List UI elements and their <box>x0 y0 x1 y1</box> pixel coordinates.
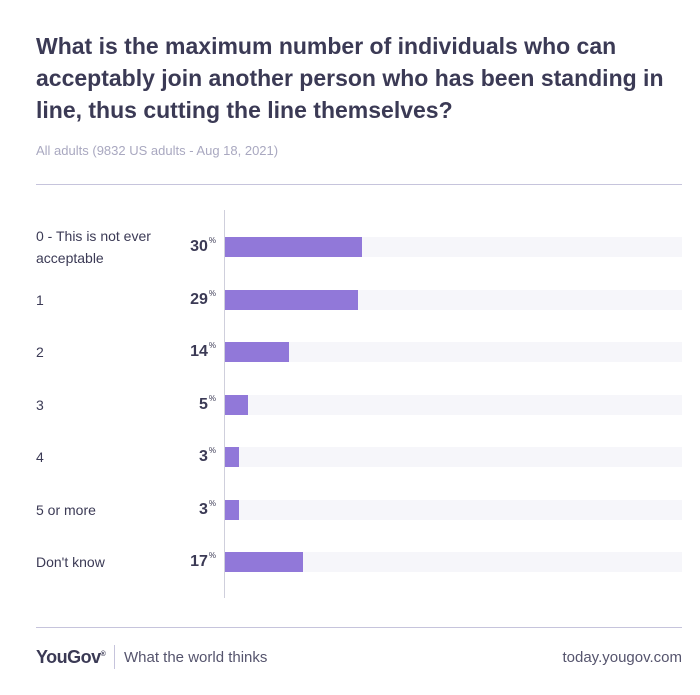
value-unit: % <box>208 393 216 403</box>
footer-separator <box>114 645 115 669</box>
value-number: 5 <box>198 395 208 413</box>
value-unit: % <box>208 446 216 455</box>
bar <box>225 237 363 257</box>
footer-url-link[interactable]: today.yougov.com <box>562 649 682 666</box>
bar-track <box>225 394 682 415</box>
bar-track <box>225 552 682 572</box>
category-label: 4 <box>36 449 44 465</box>
value-number: 30 <box>190 238 208 255</box>
bar <box>225 289 358 310</box>
category-label: 5 or more <box>36 501 96 518</box>
value-unit: % <box>208 288 216 298</box>
bar-track <box>225 499 682 520</box>
brand-mark: ® <box>100 651 106 658</box>
value-unit: % <box>208 341 216 350</box>
bar <box>225 342 289 362</box>
value-label: 5% <box>198 393 216 414</box>
chart-row: 5 or more 3% <box>0 490 700 530</box>
value-unit: % <box>208 498 216 508</box>
value-number: 17 <box>190 553 208 570</box>
chart-row: 4 3% <box>0 437 700 477</box>
bar-track <box>225 289 682 310</box>
bar-track <box>225 447 682 467</box>
bar <box>225 552 303 572</box>
value-unit: % <box>208 236 216 245</box>
value-unit: % <box>208 551 216 560</box>
top-divider <box>36 184 682 185</box>
value-number: 3 <box>198 500 208 518</box>
value-label: 30% <box>190 236 216 256</box>
chart-row: 2 14% <box>0 332 700 372</box>
bar <box>225 499 239 520</box>
bar <box>225 447 239 467</box>
chart-subtitle: All adults (9832 US adults - Aug 18, 202… <box>36 143 279 158</box>
chart-row: 0 - This is not ever acceptable 30% <box>0 227 700 267</box>
chart-row: 1 29% <box>0 280 700 320</box>
value-label: 3% <box>198 446 216 466</box>
bar-track <box>225 237 682 257</box>
value-number: 3 <box>198 448 208 465</box>
category-label: 1 <box>36 291 44 308</box>
value-number: 14 <box>190 343 208 360</box>
brand-name: YouGov <box>36 647 101 667</box>
chart-row: 3 5% <box>0 385 700 425</box>
value-label: 29% <box>190 288 216 309</box>
category-label: 3 <box>36 396 44 413</box>
bar <box>225 394 248 415</box>
value-label: 17% <box>190 551 216 571</box>
value-label: 3% <box>198 498 216 519</box>
bottom-divider <box>36 627 682 628</box>
yougov-logo[interactable]: YouGov® <box>36 647 106 668</box>
chart-axis-line <box>224 210 225 598</box>
value-label: 14% <box>190 341 216 361</box>
category-label: 2 <box>36 344 44 360</box>
category-label: 0 - This is not ever acceptable <box>36 228 151 266</box>
chart-row: Don't know 17% <box>0 542 700 582</box>
chart-title: What is the maximum number of individual… <box>36 33 664 123</box>
category-label: Don't know <box>36 554 105 570</box>
bar-track <box>225 342 682 362</box>
footer-tagline: What the world thinks <box>124 649 268 666</box>
value-number: 29 <box>190 290 208 308</box>
